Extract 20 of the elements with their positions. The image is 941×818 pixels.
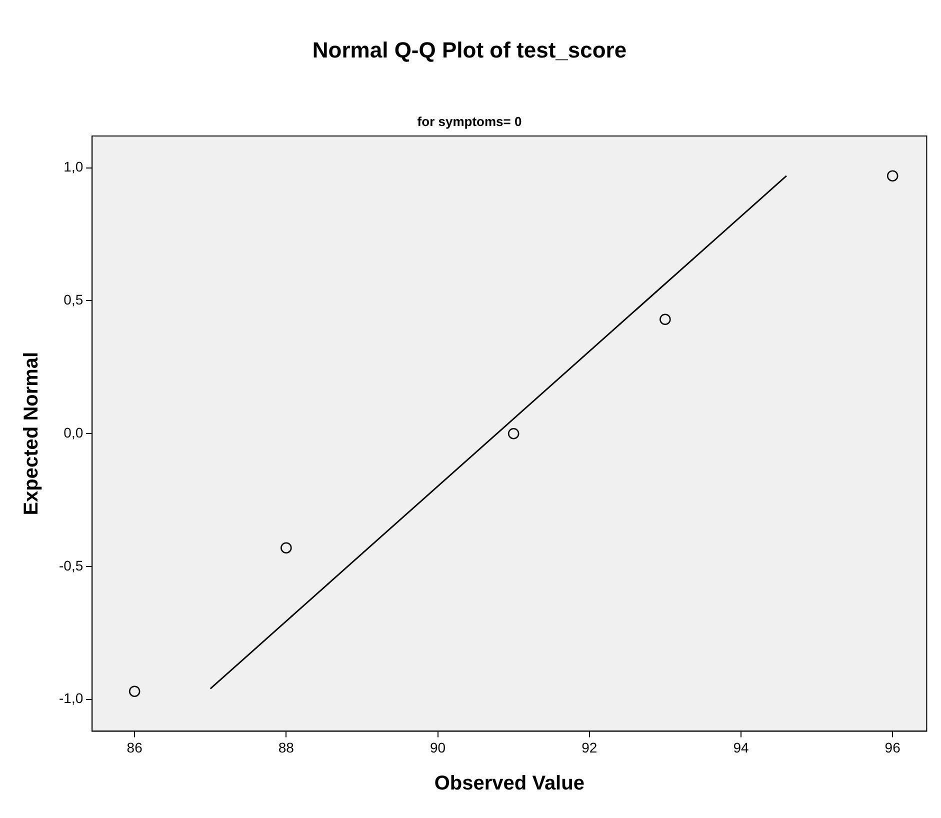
chart-subtitle: for symptoms= 0 [417, 114, 522, 129]
x-tick-label: 96 [884, 739, 901, 756]
point [886, 170, 898, 182]
y-axis-title: Expected Normal [20, 352, 43, 516]
x-tick-label: 88 [278, 739, 294, 756]
y-tick-label: 1,0 [64, 158, 84, 175]
x-axis-title: Observed Value [434, 772, 584, 795]
point [280, 542, 292, 554]
point [508, 428, 520, 440]
y-tick-label: 0,5 [64, 292, 84, 308]
point [128, 686, 140, 697]
x-tick-label: 90 [430, 739, 446, 756]
y-tick-label: 0,0 [64, 424, 84, 440]
chart-title: Normal Q-Q Plot of test_score [312, 37, 627, 62]
y-tick-label: -1,0 [59, 690, 84, 706]
x-tick-label: 94 [733, 739, 749, 756]
x-tick-label: 92 [582, 739, 598, 756]
x-tick-label: 86 [126, 739, 143, 756]
point [660, 314, 671, 325]
y-tick-label: -0,5 [59, 557, 84, 574]
